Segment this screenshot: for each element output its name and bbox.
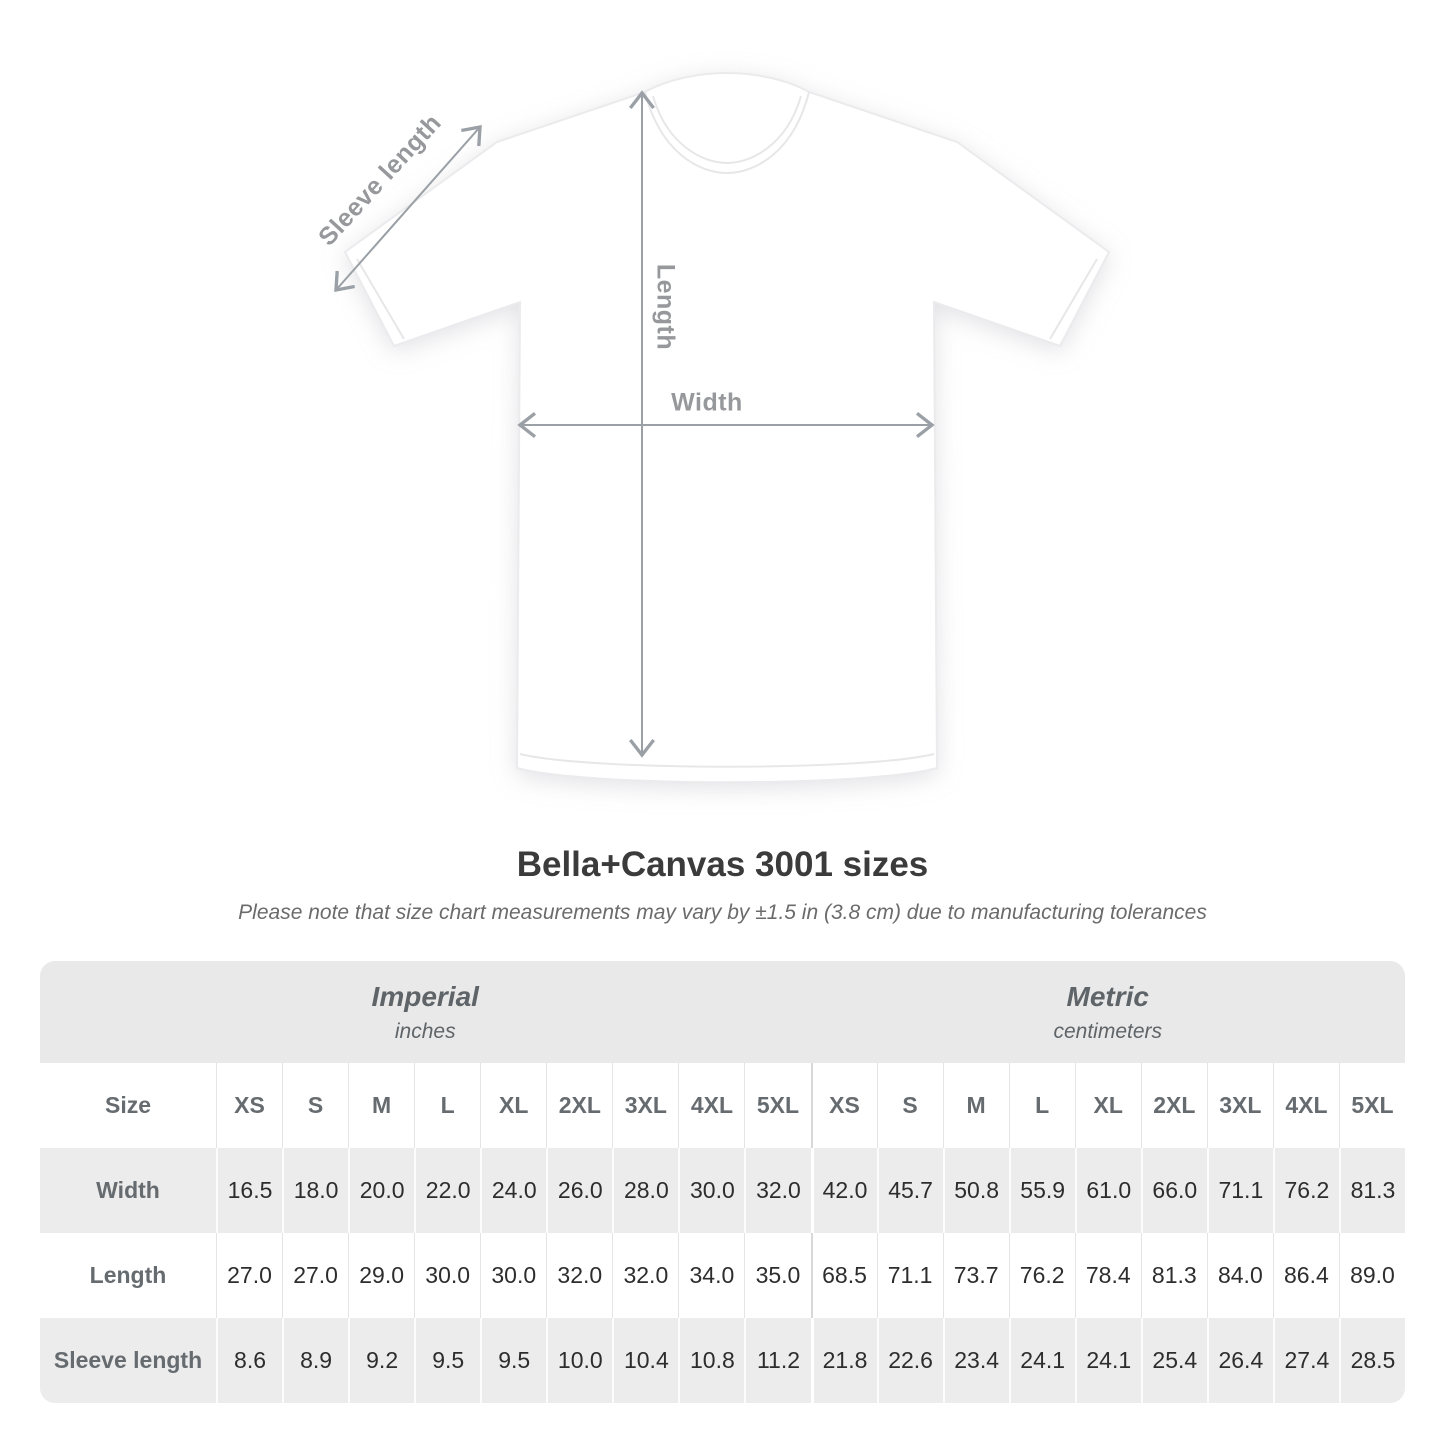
measurement-cell: 30.0: [480, 1233, 547, 1318]
measurement-cell: 84.0: [1206, 1233, 1273, 1318]
measurement-cell: 10.0: [546, 1318, 613, 1403]
tshirt-graphic: [343, 71, 1111, 784]
measurement-cell: 66.0: [1140, 1148, 1207, 1233]
measurement-cell: 76.2: [1272, 1148, 1339, 1233]
unit-group-imperial: Imperial inches: [40, 961, 811, 1063]
page-title: Bella+Canvas 3001 sizes: [516, 845, 929, 884]
measurement-cell: 9.5: [414, 1318, 481, 1403]
measurement-cell: 27.0: [216, 1233, 283, 1318]
sleeve-length-arrow: [334, 124, 482, 293]
measurement-cell: 24.1: [1008, 1318, 1075, 1403]
tshirt-measurement-diagram: Sleeve length Length Width: [313, 71, 1111, 784]
measurement-cell: 8.9: [282, 1318, 349, 1403]
measurement-cell: 25.4: [1140, 1318, 1207, 1403]
measurement-cell: 24.1: [1074, 1318, 1141, 1403]
unit-group-metric: Metric centimeters: [810, 961, 1405, 1063]
measurement-cell: 76.2: [1008, 1233, 1075, 1318]
measurement-cell: 8.6: [216, 1318, 283, 1403]
measurement-cell: 71.1: [876, 1233, 943, 1318]
unit-group-name: Metric: [1066, 980, 1149, 1012]
measurement-cell: 34.0: [678, 1233, 745, 1318]
size-col-header-3xl-imperial: 3XL: [612, 1063, 679, 1148]
size-corner-label: Size: [40, 1063, 216, 1148]
measurement-cell: 26.4: [1206, 1318, 1273, 1403]
measurement-cell: 32.0: [546, 1233, 613, 1318]
bottom-hem: [519, 753, 935, 768]
measurement-cell: 10.4: [612, 1318, 679, 1403]
right-sleeve-hem: [1049, 258, 1098, 340]
measurement-cell: 27.0: [282, 1233, 349, 1318]
size-col-header-2xl-imperial: 2XL: [546, 1063, 613, 1148]
size-col-header-l-imperial: L: [414, 1063, 481, 1148]
measurement-cell: 24.0: [480, 1148, 547, 1233]
measurement-cell: 26.0: [546, 1148, 613, 1233]
unit-group-name: Imperial: [371, 980, 479, 1012]
measurement-cell: 9.5: [480, 1318, 547, 1403]
measurement-cell: 29.0: [348, 1233, 415, 1318]
size-col-header-4xl-imperial: 4XL: [678, 1063, 745, 1148]
row-label-width: Width: [40, 1148, 216, 1233]
width-label: Width: [671, 389, 743, 417]
size-col-header-5xl-imperial: 5XL: [744, 1063, 811, 1148]
size-col-header-m-metric: M: [942, 1063, 1009, 1148]
measurement-cell: 89.0: [1338, 1233, 1405, 1318]
size-col-header-xl-imperial: XL: [480, 1063, 547, 1148]
size-col-header-5xl-metric: 5XL: [1338, 1063, 1405, 1148]
size-col-header-l-metric: L: [1008, 1063, 1075, 1148]
measurement-cell: 20.0: [348, 1148, 415, 1233]
measurement-cell: 86.4: [1272, 1233, 1339, 1318]
collar-seam: [644, 91, 810, 175]
measurement-cell: 68.5: [810, 1233, 877, 1318]
measurement-cell: 27.4: [1272, 1318, 1339, 1403]
measurement-cell: 30.0: [678, 1148, 745, 1233]
measurement-cell: 22.0: [414, 1148, 481, 1233]
measurement-cell: 22.6: [876, 1318, 943, 1403]
measurement-cell: 42.0: [810, 1148, 877, 1233]
measurement-cell: 61.0: [1074, 1148, 1141, 1233]
measurement-cell: 71.1: [1206, 1148, 1273, 1233]
size-col-header-4xl-metric: 4XL: [1272, 1063, 1339, 1148]
row-label-length: Length: [40, 1233, 216, 1318]
measurement-cell: 10.8: [678, 1318, 745, 1403]
size-col-header-xs-imperial: XS: [216, 1063, 283, 1148]
measurement-cell: 16.5: [216, 1148, 283, 1233]
measurement-cell: 11.2: [744, 1318, 811, 1403]
measurement-cell: 45.7: [876, 1148, 943, 1233]
collar-ribbing: [652, 95, 802, 165]
measurement-cell: 28.0: [612, 1148, 679, 1233]
measurement-cell: 21.8: [810, 1318, 877, 1403]
measurement-cell: 55.9: [1008, 1148, 1075, 1233]
size-col-header-xl-metric: XL: [1074, 1063, 1141, 1148]
size-col-header-m-imperial: M: [348, 1063, 415, 1148]
measurement-cell: 73.7: [942, 1233, 1009, 1318]
measurement-cell: 28.5: [1338, 1318, 1405, 1403]
tolerance-note: Please note that size chart measurements…: [238, 901, 1207, 924]
measurement-cell: 78.4: [1074, 1233, 1141, 1318]
measurement-cell: 9.2: [348, 1318, 415, 1403]
size-col-header-s-imperial: S: [282, 1063, 349, 1148]
length-label: Length: [651, 264, 679, 350]
measurement-cell: 30.0: [414, 1233, 481, 1318]
row-label-sleeve-length: Sleeve length: [40, 1318, 216, 1403]
size-col-header-3xl-metric: 3XL: [1206, 1063, 1273, 1148]
size-chart-table: Imperial inches Metric centimeters Size XS S M L…: [40, 961, 1405, 1403]
measurement-cell: 32.0: [612, 1233, 679, 1318]
size-col-header-s-metric: S: [876, 1063, 943, 1148]
size-col-header-2xl-metric: 2XL: [1140, 1063, 1207, 1148]
measurement-cell: 35.0: [744, 1233, 811, 1318]
measurement-cell: 23.4: [942, 1318, 1009, 1403]
measurement-cell: 81.3: [1140, 1233, 1207, 1318]
unit-group-unit: centimeters: [1053, 1019, 1163, 1043]
measurement-cell: 18.0: [282, 1148, 349, 1233]
size-col-header-xs-metric: XS: [810, 1063, 877, 1148]
measurement-cell: 81.3: [1338, 1148, 1405, 1233]
measurement-cell: 32.0: [744, 1148, 811, 1233]
unit-group-unit: inches: [394, 1019, 456, 1043]
measurement-cell: 50.8: [942, 1148, 1009, 1233]
